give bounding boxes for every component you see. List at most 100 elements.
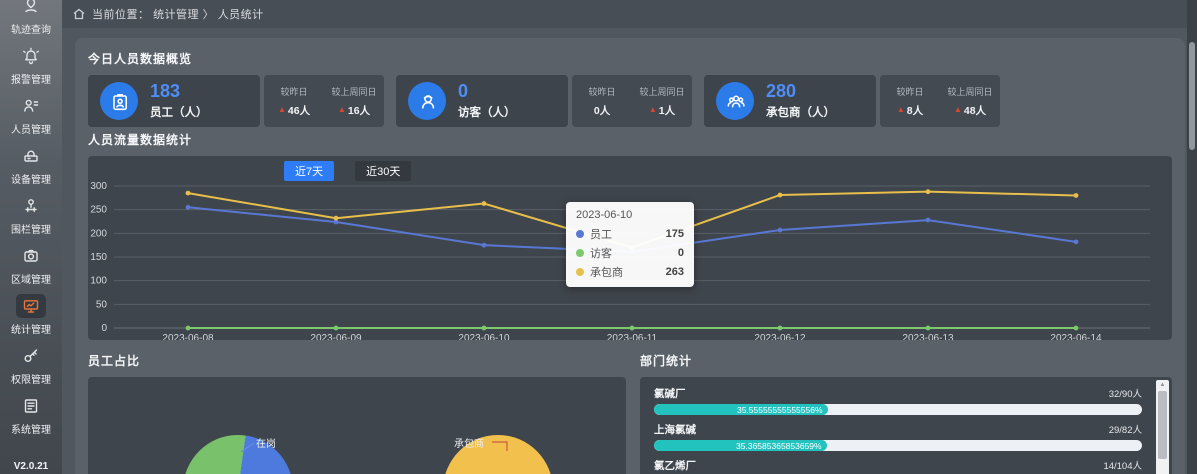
employee-ratio-title: 员工占比 bbox=[88, 354, 141, 368]
breadcrumb-section[interactable]: 统计管理 bbox=[153, 9, 200, 21]
department-stats-list: 氯碱厂 32/90人 35.55555555555556% 上海氯碱 29/82人 35.… bbox=[640, 377, 1172, 474]
tooltip-series-value: 0 bbox=[677, 247, 684, 259]
compare-delta: ▲ 48人 bbox=[954, 103, 986, 118]
sidebar-item-track-query[interactable]: 轨迹查询 bbox=[0, 0, 62, 40]
scroll-up-icon[interactable]: ▲ bbox=[1159, 382, 1166, 388]
permission-icon bbox=[16, 344, 46, 368]
scrollbar-thumb[interactable] bbox=[1158, 391, 1167, 459]
svg-text:2023-06-14: 2023-06-14 bbox=[1050, 333, 1102, 340]
page-scrollbar[interactable] bbox=[1187, 0, 1197, 474]
compare-delta: ▲ 46人 bbox=[278, 103, 310, 118]
department-bar-track: 35.55555555555556% bbox=[654, 404, 1142, 415]
badge-icon bbox=[100, 82, 138, 120]
compare-label: 较上周同日 bbox=[947, 86, 993, 97]
sidebar-item-permission-management[interactable]: 权限管理 bbox=[0, 340, 62, 390]
stat-card-main: 0 访客（人） bbox=[396, 75, 568, 127]
department-bar-track: 35.36585365853659% bbox=[654, 440, 1142, 451]
main-content: 今日人员数据概览 183 员工（人） 较昨日 ▲ 46人 较上周同日 ▲ 16人 0 访客（人）较… bbox=[75, 38, 1185, 474]
sidebar-item-label: 报警管理 bbox=[11, 75, 51, 86]
tooltip-series-value: 175 bbox=[665, 228, 684, 240]
sidebar-item-statistics-management[interactable]: 统计管理 bbox=[0, 290, 62, 340]
tooltip-series-name: 承包商 bbox=[590, 267, 623, 279]
department-name: 上海氯碱 bbox=[654, 424, 696, 436]
compare-value: 16人 bbox=[347, 104, 371, 117]
stat-label: 访客（人） bbox=[458, 107, 516, 119]
compare-value: 46人 bbox=[287, 104, 311, 117]
pie-callout-label: 在岗 bbox=[256, 439, 276, 450]
department-row-header: 氯碱厂 32/90人 bbox=[654, 386, 1142, 401]
stat-value: 183 bbox=[150, 81, 181, 101]
arrow-up-icon: ▲ bbox=[953, 105, 962, 114]
chart-range-tabs: 近7天 近30天 bbox=[284, 161, 412, 181]
flow-chart-panel: 近7天 近30天 2023-06-10 员工 175 访客 0 承包商 263 0 50 100 1… bbox=[88, 156, 1172, 340]
sidebar-item-fence-management[interactable]: 围栏管理 bbox=[0, 190, 62, 240]
arrow-up-icon: ▲ bbox=[337, 105, 346, 114]
bottom-row: 员工占比 在岗 承包商 部门统计 氯碱厂 32/90人 35.555555555555… bbox=[88, 348, 1172, 474]
stat-card-employees: 183 员工（人） 较昨日 ▲ 46人 较上周同日 ▲ 16人 bbox=[88, 75, 384, 127]
department-count: 32/90人 bbox=[1108, 389, 1142, 400]
svg-text:2023-06-11: 2023-06-11 bbox=[607, 333, 658, 340]
area-icon bbox=[16, 244, 46, 268]
tooltip-row: 承包商 263 bbox=[576, 264, 684, 280]
svg-text:2023-06-12: 2023-06-12 bbox=[754, 333, 806, 340]
tab-range-0[interactable]: 近7天 bbox=[284, 161, 335, 181]
device-icon bbox=[16, 144, 46, 168]
stat-compare: 较昨日 ▲ 46人 较上周同日 ▲ 16人 bbox=[264, 75, 384, 127]
legend-dot bbox=[576, 230, 584, 238]
svg-text:2023-06-08: 2023-06-08 bbox=[162, 333, 214, 340]
stat-card-main: 280 承包商（人） bbox=[704, 75, 876, 127]
compare-col: 较昨日 ▲ 46人 bbox=[264, 75, 324, 127]
sidebar-item-device-management[interactable]: 设备管理 bbox=[0, 140, 62, 190]
pie-callout-label: 承包商 bbox=[454, 439, 484, 450]
fence-icon bbox=[16, 194, 46, 218]
alarm-icon bbox=[16, 44, 46, 68]
pie-callout-lines bbox=[240, 441, 508, 453]
compare-value: 1人 bbox=[658, 104, 676, 117]
sidebar-item-label: 围栏管理 bbox=[11, 225, 51, 236]
employee-pie bbox=[183, 435, 293, 474]
sidebar-item-personnel-management[interactable]: 人员管理 bbox=[0, 90, 62, 140]
compare-col: 较昨日 0人 bbox=[572, 75, 632, 127]
sidebar-item-label: 系统管理 bbox=[11, 425, 51, 436]
app-version: V2.0.21 bbox=[13, 461, 49, 472]
department-row-header: 氯乙烯厂 14/104人 bbox=[654, 458, 1142, 473]
sidebar-item-label: 权限管理 bbox=[11, 375, 51, 386]
compare-label: 较上周同日 bbox=[331, 86, 377, 97]
department-bar-fill: 35.55555555555556% bbox=[654, 404, 828, 415]
department-name: 氯乙烯厂 bbox=[654, 460, 696, 472]
tab-range-1[interactable]: 近30天 bbox=[355, 161, 412, 181]
tooltip-row: 员工 175 bbox=[576, 226, 684, 242]
employee-ratio-section: 员工占比 在岗 承包商 bbox=[88, 348, 626, 474]
page-scrollbar-thumb[interactable] bbox=[1189, 42, 1195, 150]
compare-label: 较上周同日 bbox=[639, 86, 685, 97]
compare-col: 较上周同日 ▲ 48人 bbox=[940, 75, 1000, 127]
sidebar-item-area-management[interactable]: 区域管理 bbox=[0, 240, 62, 290]
tooltip-series-value: 263 bbox=[665, 266, 684, 278]
svg-text:200: 200 bbox=[90, 228, 107, 239]
compare-value: 48人 bbox=[963, 104, 987, 117]
home-icon[interactable] bbox=[72, 7, 86, 21]
compare-label: 较昨日 bbox=[280, 86, 308, 97]
compare-delta: ▲ 8人 bbox=[897, 103, 923, 118]
department-list-scrollbar[interactable]: ▲ bbox=[1156, 380, 1169, 474]
stat-value: 280 bbox=[766, 81, 797, 101]
stat-card-main: 183 员工（人） bbox=[88, 75, 260, 127]
compare-delta: ▲ 1人 bbox=[649, 103, 675, 118]
sidebar-item-label: 人员管理 bbox=[11, 125, 51, 136]
svg-text:2023-06-09: 2023-06-09 bbox=[310, 333, 362, 340]
arrow-up-icon: ▲ bbox=[648, 105, 657, 114]
overview-cards: 183 员工（人） 较昨日 ▲ 46人 较上周同日 ▲ 16人 0 访客（人） 较昨日 0人 较上周同日… bbox=[88, 75, 1172, 127]
svg-text:2023-06-10: 2023-06-10 bbox=[458, 333, 510, 340]
sidebar-item-label: 轨迹查询 bbox=[11, 25, 51, 36]
compare-value: 0人 bbox=[593, 104, 611, 117]
overview-title: 今日人员数据概览 bbox=[88, 52, 193, 66]
sidebar-item-system-management[interactable]: 系统管理 bbox=[0, 390, 62, 440]
department-row: 上海氯碱 29/82人 35.36585365853659% bbox=[654, 422, 1142, 451]
breadcrumb-bar: 当前位置： 统计管理 〉 人员统计 bbox=[62, 0, 1197, 28]
sidebar-item-alarm-management[interactable]: 报警管理 bbox=[0, 40, 62, 90]
arrow-up-icon: ▲ bbox=[277, 105, 286, 114]
compare-label: 较昨日 bbox=[896, 86, 924, 97]
svg-text:100: 100 bbox=[90, 276, 107, 287]
visitor-icon bbox=[408, 82, 446, 120]
stat-compare: 较昨日 0人 较上周同日 ▲ 1人 bbox=[572, 75, 692, 127]
